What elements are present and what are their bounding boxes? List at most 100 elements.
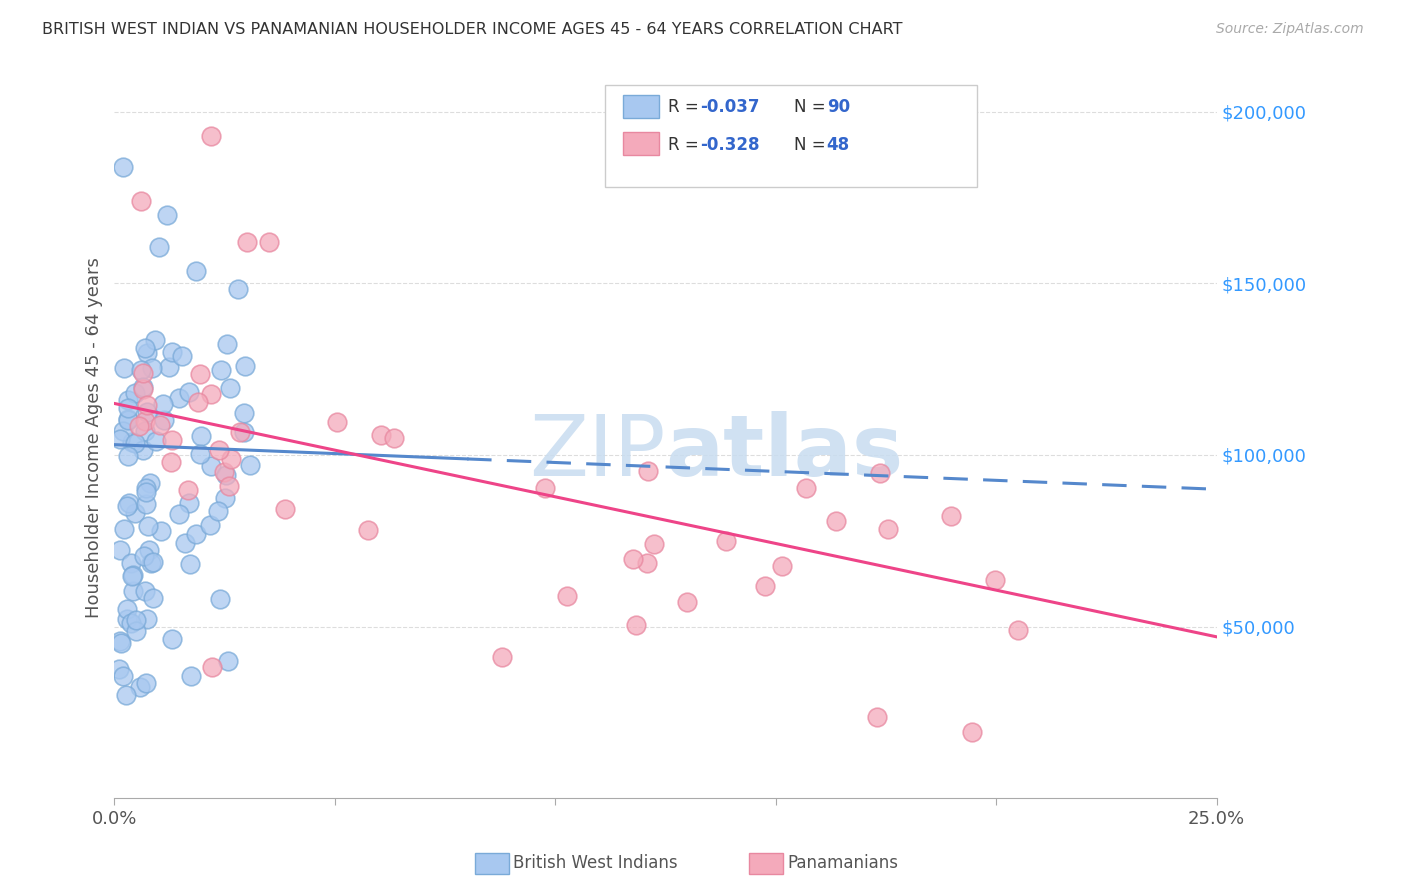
Point (124, 614, 146, 628)
Point (370, 428, 392, 442)
Point (134, 549, 156, 563)
Point (142, 555, 165, 569)
Point (129, 194, 152, 208)
Point (716, 533, 738, 548)
Point (229, 425, 252, 439)
Point (962, 724, 984, 739)
Point (128, 418, 150, 433)
Point (233, 359, 256, 373)
Point (111, 669, 134, 683)
Point (179, 558, 201, 572)
Point (145, 434, 167, 448)
Point (121, 567, 143, 582)
Point (141, 361, 163, 376)
Point (869, 467, 891, 481)
Point (200, 128, 222, 143)
Point (134, 424, 156, 438)
Point (232, 425, 254, 439)
Point (676, 594, 699, 608)
Point (117, 401, 139, 415)
Point (110, 636, 132, 650)
Point (201, 659, 224, 673)
Point (115, 499, 138, 513)
Point (117, 450, 139, 464)
Text: -0.037: -0.037 (700, 98, 759, 116)
Point (200, 459, 222, 474)
Point (124, 385, 146, 400)
Point (120, 556, 142, 570)
Point (219, 381, 242, 395)
Point (177, 483, 200, 497)
Text: -0.328: -0.328 (700, 136, 759, 153)
Point (866, 710, 889, 724)
Point (190, 428, 212, 442)
Point (209, 363, 232, 377)
Point (207, 504, 229, 518)
Point (217, 654, 239, 668)
Text: ZIP: ZIP (529, 410, 665, 493)
Point (122, 584, 145, 599)
Point (111, 425, 134, 439)
Text: 90: 90 (827, 98, 849, 116)
Point (637, 464, 659, 478)
Point (134, 414, 156, 428)
Point (188, 367, 211, 381)
Point (112, 522, 135, 536)
Point (136, 612, 159, 626)
Point (138, 543, 160, 558)
Point (626, 617, 648, 632)
Point (215, 467, 238, 482)
Text: N =: N = (794, 98, 831, 116)
Point (187, 395, 209, 409)
Point (135, 485, 157, 500)
Point (139, 556, 162, 570)
Point (121, 434, 143, 449)
Point (941, 508, 963, 523)
Point (357, 523, 380, 537)
Point (156, 208, 179, 222)
Point (621, 551, 644, 566)
Point (184, 264, 207, 278)
Point (226, 282, 249, 296)
Text: atlas: atlas (665, 410, 904, 493)
Point (135, 676, 157, 690)
Point (169, 391, 191, 405)
Point (125, 624, 148, 639)
Point (219, 451, 242, 466)
Point (188, 447, 211, 461)
Point (132, 379, 155, 393)
Point (131, 382, 153, 396)
Point (160, 632, 183, 646)
Point (167, 508, 190, 522)
Point (179, 496, 201, 510)
Point (112, 360, 135, 375)
Point (135, 346, 157, 360)
Point (157, 359, 180, 374)
Point (124, 435, 146, 450)
Point (770, 558, 793, 573)
Point (200, 386, 222, 401)
Point (184, 526, 207, 541)
Point (117, 413, 139, 427)
Point (129, 681, 152, 695)
Point (555, 589, 578, 603)
Point (136, 519, 159, 533)
Point (218, 479, 240, 493)
Point (257, 235, 280, 249)
Point (117, 392, 139, 407)
Point (135, 497, 157, 511)
Point (108, 634, 131, 648)
Point (160, 455, 183, 469)
Point (143, 333, 166, 347)
Point (134, 341, 156, 355)
Point (754, 579, 776, 593)
Point (984, 573, 1007, 587)
Text: 48: 48 (827, 136, 849, 153)
Point (121, 569, 143, 583)
Point (1007, 623, 1029, 637)
Point (108, 662, 131, 676)
Text: British West Indians: British West Indians (513, 855, 678, 872)
Point (382, 431, 405, 445)
Point (118, 496, 141, 510)
Point (139, 476, 162, 491)
